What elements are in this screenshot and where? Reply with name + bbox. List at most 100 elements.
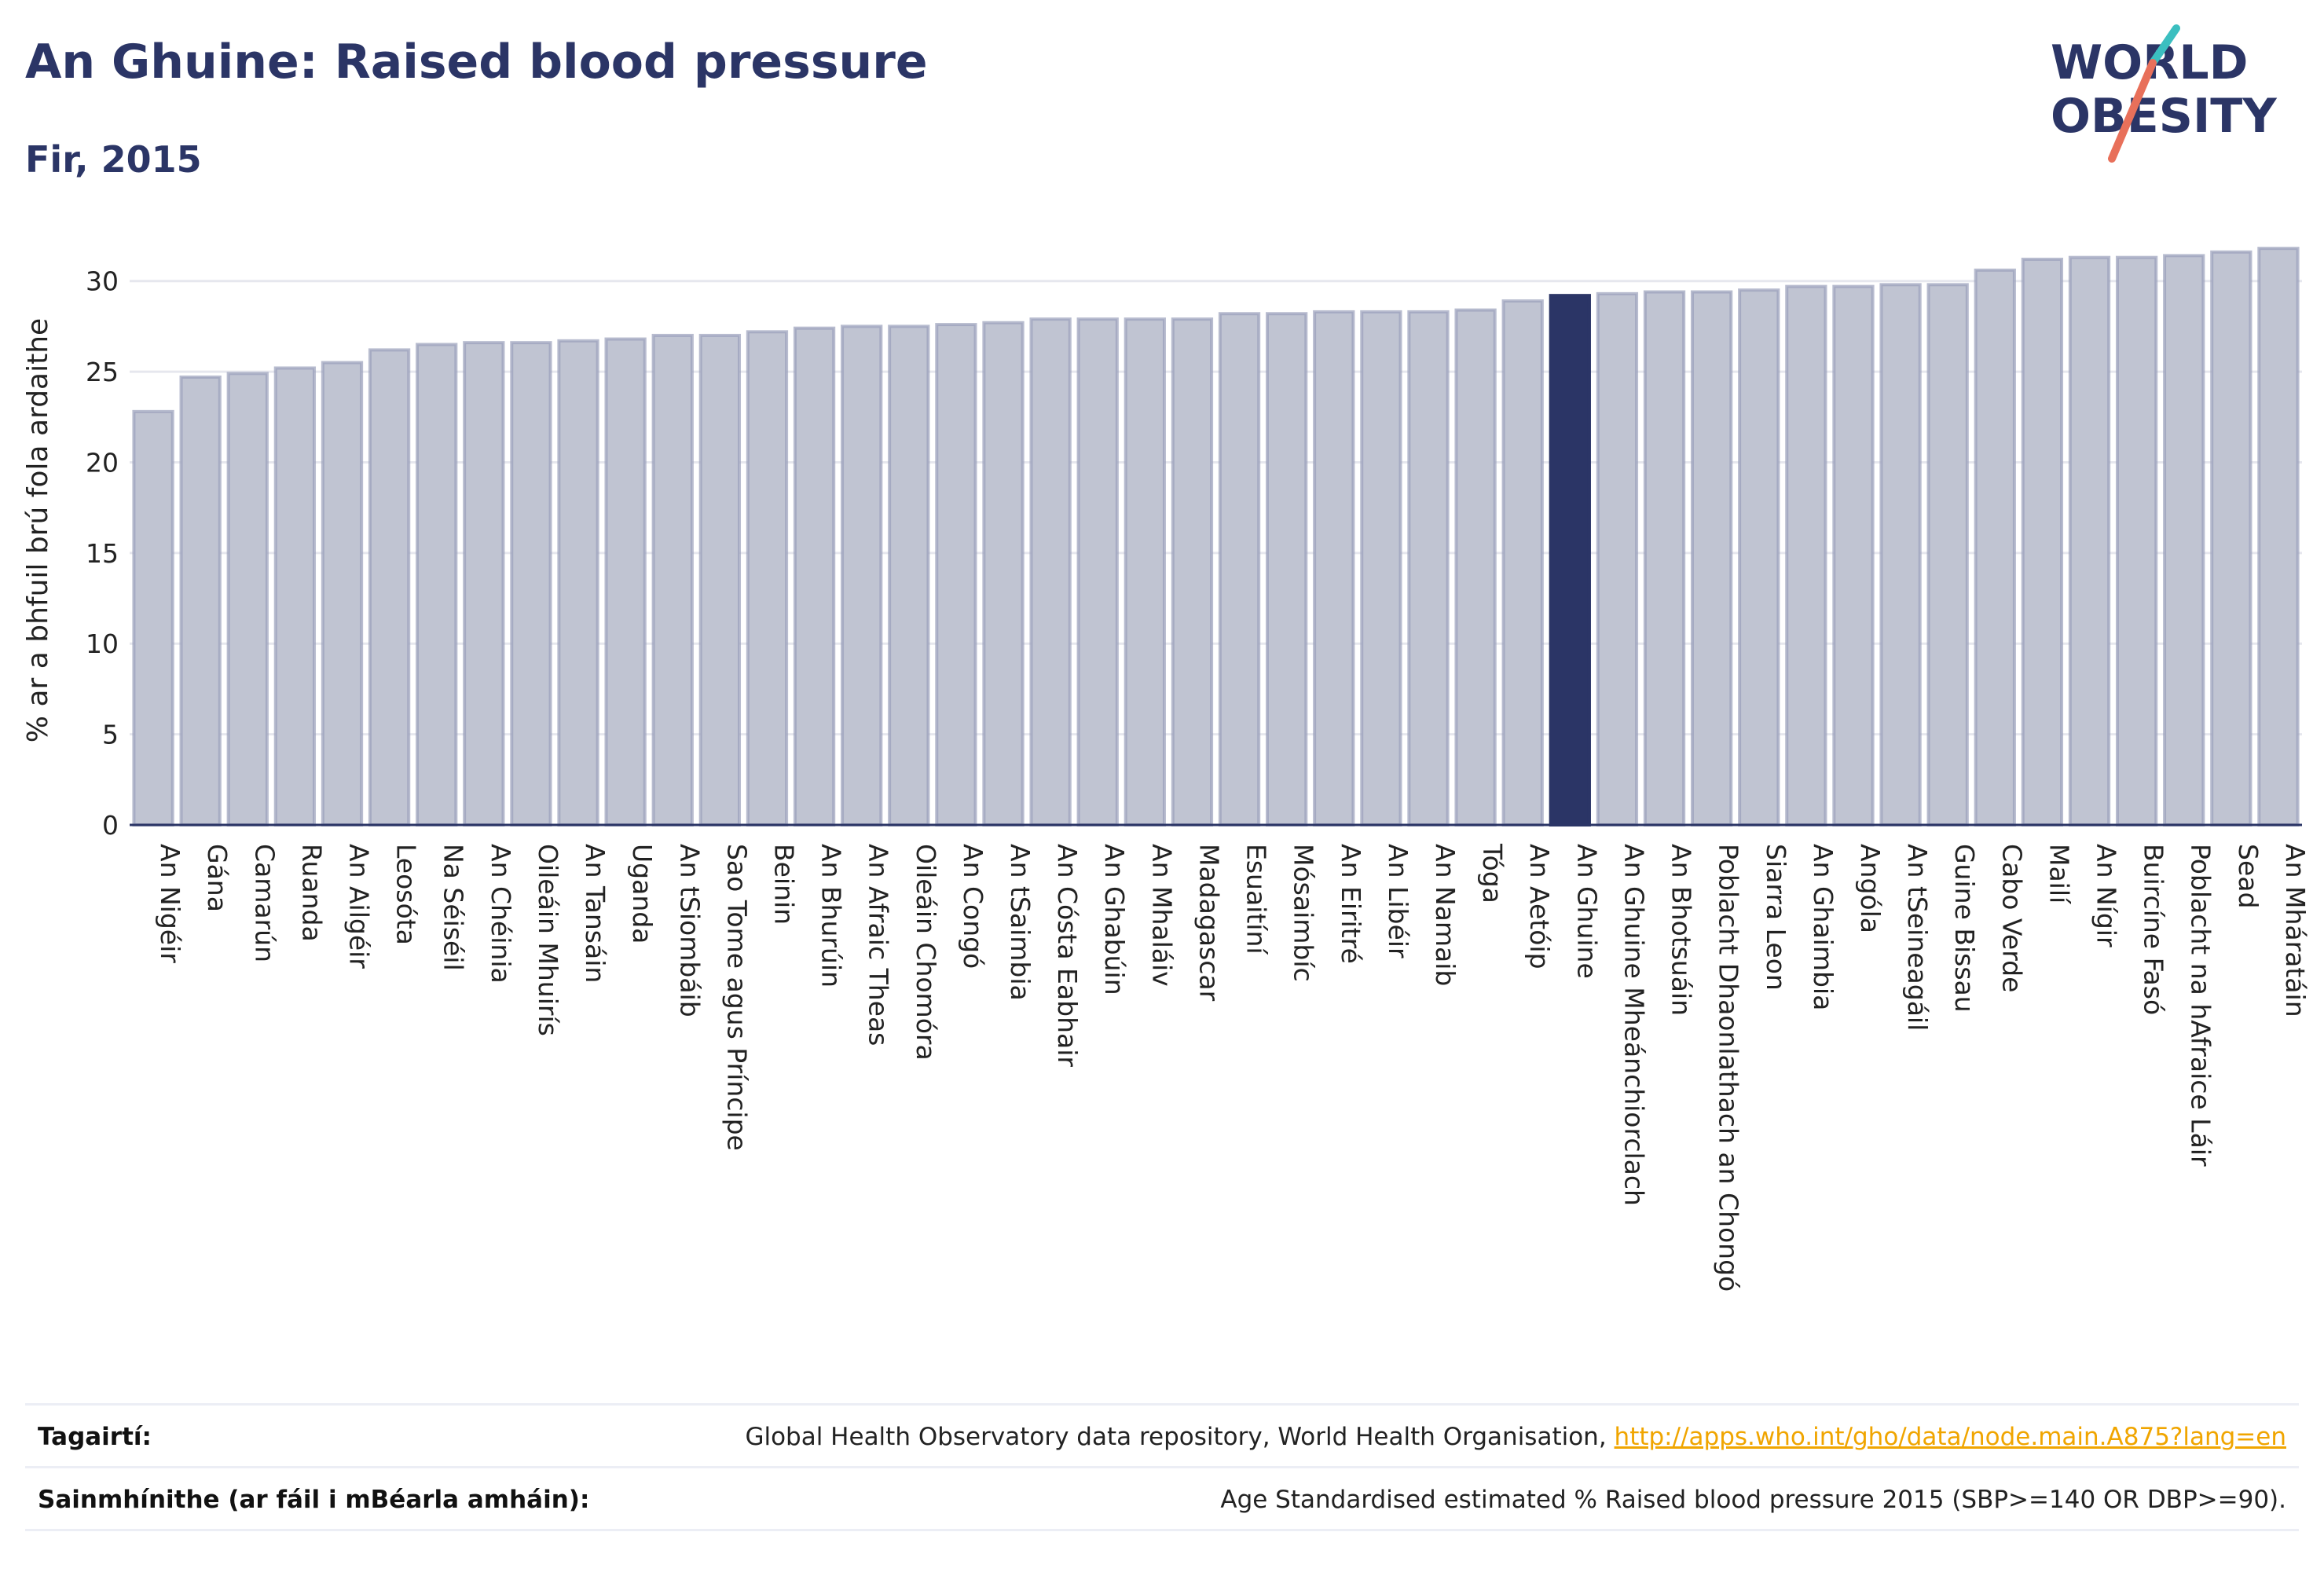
- bar: [2021, 258, 2064, 826]
- x-tick-label: Oileáin Chomóra: [911, 844, 941, 1061]
- x-tick-label: An Mhaláiv: [1146, 844, 1177, 987]
- x-tick-label: An tSiombáib: [674, 844, 705, 1017]
- bar: [1832, 284, 1875, 827]
- x-tick-label: An Ghuine: [1571, 844, 1602, 979]
- x-tick-label: An Ghabúin: [1099, 844, 1130, 995]
- table-bottom-border: [25, 1529, 2299, 1531]
- bar: [1076, 317, 1119, 826]
- x-tick-label: An Libéir: [1383, 844, 1413, 958]
- x-tick-label: An Ghuine Mheánchiorclach: [1618, 844, 1649, 1206]
- x-tick-label: Na Séiséil: [438, 844, 469, 971]
- x-tick-label: Oileáin Mhuirís: [533, 844, 563, 1036]
- category-labels: An Nigéir Gána Camarún Ruanda An Ailgéir Leos…: [155, 843, 2311, 1292]
- y-tick-label: 0: [102, 810, 119, 841]
- bar: [982, 321, 1025, 826]
- x-tick-label: An Cósta Eabhair: [1052, 844, 1083, 1067]
- bar: [2163, 254, 2205, 826]
- bar: [1738, 288, 1780, 826]
- bar: [1313, 310, 1355, 826]
- bar: [1407, 310, 1450, 826]
- x-tick-label: Camarún: [249, 844, 280, 962]
- bar-highlighted: [1549, 294, 1591, 826]
- x-tick-label: An Eiritré: [1336, 844, 1366, 964]
- world-obesity-logo: WORLD OBESITY: [2051, 24, 2278, 163]
- bar: [888, 324, 930, 826]
- x-tick-label: Poblacht na hAfraice Láir: [2186, 844, 2216, 1167]
- bar: [1643, 290, 1686, 826]
- y-axis-label: % ar a bhfuil brú fola ardaithe: [22, 318, 54, 742]
- y-tick-label: 15: [86, 538, 119, 569]
- bar: [1785, 284, 1827, 827]
- y-tick-label: 20: [86, 447, 119, 478]
- x-tick-label: Angóla: [1855, 844, 1886, 933]
- bar: [321, 361, 364, 826]
- x-tick-label: An tSeineagáil: [1902, 844, 1933, 1031]
- logo-slash-red: [2108, 59, 2157, 163]
- bar: [935, 323, 977, 827]
- y-tick-label: 10: [86, 629, 119, 659]
- bar: [746, 330, 789, 826]
- references-link[interactable]: http://apps.who.int/gho/data/node.main.A…: [1614, 1423, 2286, 1451]
- bar: [2257, 247, 2300, 826]
- y-tick-label: 30: [86, 266, 119, 297]
- x-tick-label: Poblacht Dhaonlathach an Chongó: [1714, 844, 1744, 1292]
- x-tick-label: Buircíne Fasó: [2139, 844, 2169, 1015]
- page-subtitle: Fir, 2015: [25, 138, 202, 181]
- bar: [2068, 255, 2111, 826]
- x-tick-label: Cabo Verde: [1996, 844, 2027, 992]
- bar: [698, 333, 742, 826]
- bar: [557, 339, 599, 827]
- bar: [273, 366, 317, 826]
- bar: [1218, 312, 1261, 826]
- x-tick-label: Gána: [202, 844, 233, 912]
- bar: [226, 372, 269, 826]
- axes: 0 5 10 15 20 25 30: [86, 266, 2302, 841]
- bar: [1266, 312, 1308, 826]
- bar: [1501, 299, 1544, 827]
- x-tick-label: Esuaitíní: [1241, 844, 1272, 955]
- references-source: Global Health Observatory data repositor…: [745, 1423, 1615, 1451]
- bar: [1454, 308, 1497, 827]
- bar: [1124, 317, 1166, 826]
- x-tick-label: Beinin: [768, 844, 799, 925]
- references-text: Global Health Observatory data repositor…: [745, 1423, 2299, 1451]
- x-tick-label: Mailí: [2044, 844, 2074, 905]
- x-tick-label: Sead: [2233, 844, 2264, 908]
- bar: [793, 326, 836, 826]
- x-tick-label: An Bhurúin: [816, 844, 847, 988]
- x-tick-label: An Congó: [958, 844, 988, 969]
- bar: [1029, 317, 1072, 826]
- bar: [841, 324, 883, 826]
- x-tick-label: Siarra Leon: [1761, 844, 1791, 991]
- logo-line-obesity: OBESITY: [2051, 89, 2278, 144]
- x-tick-label: An tSaimbia: [1005, 844, 1036, 1001]
- bar: [1974, 268, 2016, 827]
- x-tick-label: An Mháratáin: [2280, 844, 2311, 1017]
- y-tick-label: 25: [86, 357, 119, 387]
- bar: [1879, 283, 1922, 826]
- definitions-text: Age Standardised estimated % Raised bloo…: [1220, 1486, 2286, 1514]
- bar: [1926, 283, 1969, 826]
- bar: [1596, 291, 1639, 827]
- x-tick-label: An Tansáin: [580, 844, 610, 983]
- bar: [2210, 250, 2253, 826]
- x-tick-label: Sao Tome agus Príncipe: [721, 844, 752, 1151]
- definitions-row: Sainmhínithe (ar fáil i mBéarla amháin):…: [25, 1466, 2299, 1531]
- references-label: Tagairtí:: [38, 1423, 152, 1451]
- y-tick-label: 5: [102, 720, 119, 750]
- bar: [368, 348, 411, 826]
- x-tick-label: An Ailgéir: [343, 844, 374, 969]
- bar: [2115, 255, 2158, 826]
- bar: [1690, 290, 1733, 826]
- x-tick-label: An Aetóip: [1524, 844, 1555, 969]
- x-tick-label: Uganda: [627, 844, 658, 944]
- x-tick-label: Madagascar: [1193, 844, 1224, 1002]
- bar: [1171, 317, 1214, 826]
- x-tick-label: An Namaib: [1430, 844, 1461, 986]
- x-tick-label: Tóga: [1477, 843, 1508, 903]
- x-tick-label: Leosóta: [391, 844, 422, 945]
- bar: [179, 376, 222, 826]
- x-tick-label: An Nigéir: [155, 844, 185, 963]
- x-tick-label: An Bhotsuáin: [1666, 844, 1697, 1016]
